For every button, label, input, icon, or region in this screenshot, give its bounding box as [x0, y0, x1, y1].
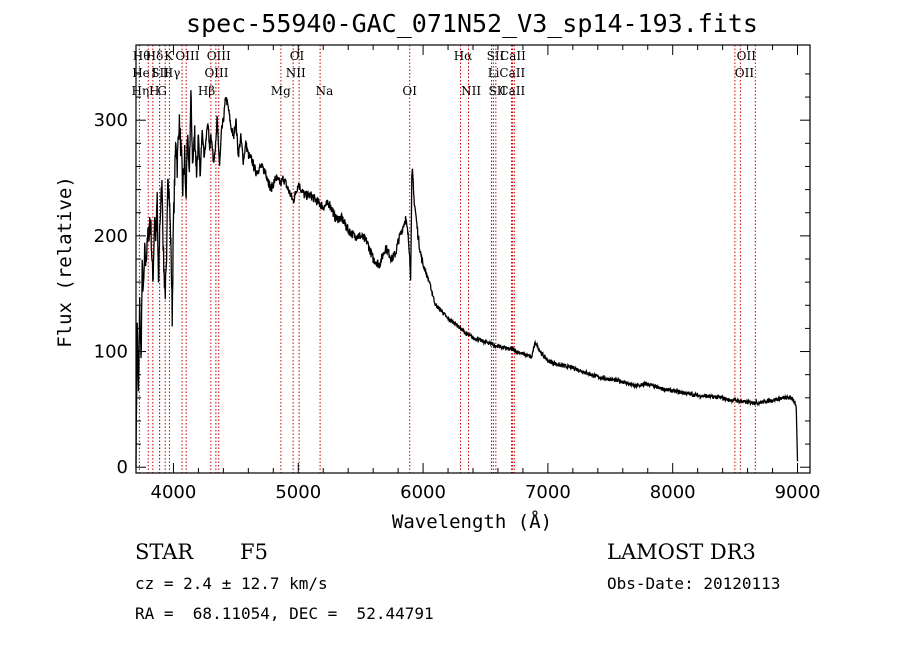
line-label-19: Hη — [132, 84, 150, 98]
y-tick-label-200: 200 — [94, 226, 128, 247]
y-axis-label: Flux (relative) — [54, 176, 76, 348]
x-tick-label-9000: 9000 — [775, 482, 821, 503]
line-label-0: Hθ — [133, 49, 151, 63]
coordinates: RA = 68.11054, DEC = 52.44791 — [135, 604, 434, 623]
chart-title: spec-55940-GAC_071N52_V3_sp14-193.fits — [186, 9, 758, 38]
line-label-23: Mg — [271, 84, 291, 98]
x-tick-label-4000: 4000 — [151, 482, 197, 503]
line-label-21: G — [157, 84, 167, 98]
x-tick-label-8000: 8000 — [650, 482, 696, 503]
x-tick-label-7000: 7000 — [525, 482, 571, 503]
line-label-13: Hγ — [163, 66, 181, 80]
line-label-9: OII — [737, 49, 757, 63]
line-label-11: I — [152, 66, 157, 80]
line-label-3: OIII — [175, 49, 199, 63]
redshift-cz: cz = 2.4 ± 12.7 km/s — [135, 574, 328, 593]
line-label-16: Li — [488, 66, 500, 80]
line-label-20: H — [149, 84, 159, 98]
line-label-12: SII — [151, 66, 169, 80]
y-tick-label-0: 0 — [117, 457, 128, 478]
line-label-28: CaII — [499, 84, 525, 98]
line-label-15: NII — [286, 66, 306, 80]
axis-ticks: 4000 5000 6000 7000 8000 9000 0 100 200 300 — [94, 45, 821, 503]
line-label-24: Na — [316, 84, 334, 98]
line-label-14: OIII — [204, 66, 228, 80]
plot-frame — [135, 44, 811, 474]
line-label-1: Hδ — [146, 49, 164, 63]
line-label-2: K — [164, 49, 174, 63]
line-label-10: He — [132, 66, 150, 80]
observation-date: Obs-Date: 20120113 — [607, 574, 781, 593]
line-label-8: CaII — [500, 49, 526, 63]
line-label-6: Hα — [454, 49, 473, 63]
x-tick-label-5000: 5000 — [275, 482, 321, 503]
x-tick-label-6000: 6000 — [400, 482, 446, 503]
line-label-27: SII — [488, 84, 506, 98]
object-type: STAR — [135, 540, 194, 564]
line-label-17: CaII — [499, 66, 525, 80]
y-tick-label-100: 100 — [94, 342, 128, 363]
survey-name: LAMOST DR3 — [607, 540, 756, 564]
x-axis-label: Wavelength (Å) — [392, 510, 552, 533]
spectral-line-markers — [138, 45, 756, 473]
line-label-26: NII — [461, 84, 481, 98]
line-label-5: OI — [290, 49, 305, 63]
spectral-subclass: F5 — [240, 540, 268, 564]
line-label-22: Hβ — [198, 84, 215, 98]
spectrum-line — [135, 90, 799, 468]
y-tick-label-300: 300 — [94, 110, 128, 131]
line-label-18: OII — [735, 66, 755, 80]
line-label-25: OI — [402, 84, 417, 98]
line-label-7: SII — [487, 49, 505, 63]
line-label-4: OIII — [207, 49, 231, 63]
